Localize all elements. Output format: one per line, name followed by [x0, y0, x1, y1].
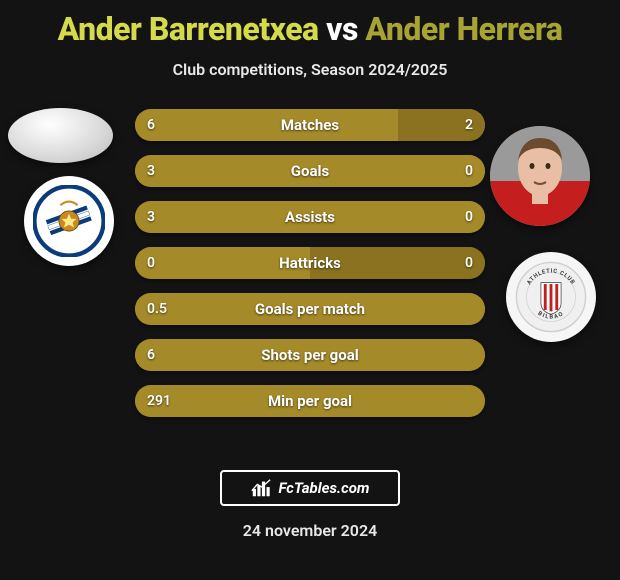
stat-left-seg	[135, 201, 485, 233]
stat-right-seg	[398, 109, 486, 141]
stat-left-seg	[135, 293, 485, 325]
stat-row: Shots per goal6	[135, 339, 485, 371]
subtitle: Club competitions, Season 2024/2025	[0, 60, 620, 79]
vs-word: vs	[326, 10, 358, 48]
player2-name: Ander Herrera	[365, 10, 562, 48]
comparison-stage: Matches62 Goals30 Assists30 Hattricks00 Goal…	[0, 109, 620, 449]
stat-left-seg	[135, 339, 485, 371]
page-title: Ander Barrenetxea vs Ander Herrera	[0, 0, 620, 48]
stat-left-seg	[135, 109, 398, 141]
stat-row: Min per goal291	[135, 385, 485, 417]
bar-chart-icon	[250, 477, 272, 499]
comparison-bars: Matches62 Goals30 Assists30 Hattricks00 Goal…	[135, 109, 485, 431]
stat-left-seg	[135, 385, 485, 417]
stat-row: Matches62	[135, 109, 485, 141]
brand-text: FcTables.com	[278, 479, 369, 497]
stat-row: Hattricks00	[135, 247, 485, 279]
stat-left-seg	[135, 155, 485, 187]
footer-date: 24 november 2024	[0, 521, 620, 540]
stat-right-seg	[310, 247, 485, 279]
stat-row: Assists30	[135, 201, 485, 233]
stat-row: Goals30	[135, 155, 485, 187]
stat-row: Goals per match0.5	[135, 293, 485, 325]
player1-name: Ander Barrenetxea	[58, 10, 319, 48]
brand-logo: FcTables.com	[220, 470, 400, 506]
stat-left-seg	[135, 247, 310, 279]
